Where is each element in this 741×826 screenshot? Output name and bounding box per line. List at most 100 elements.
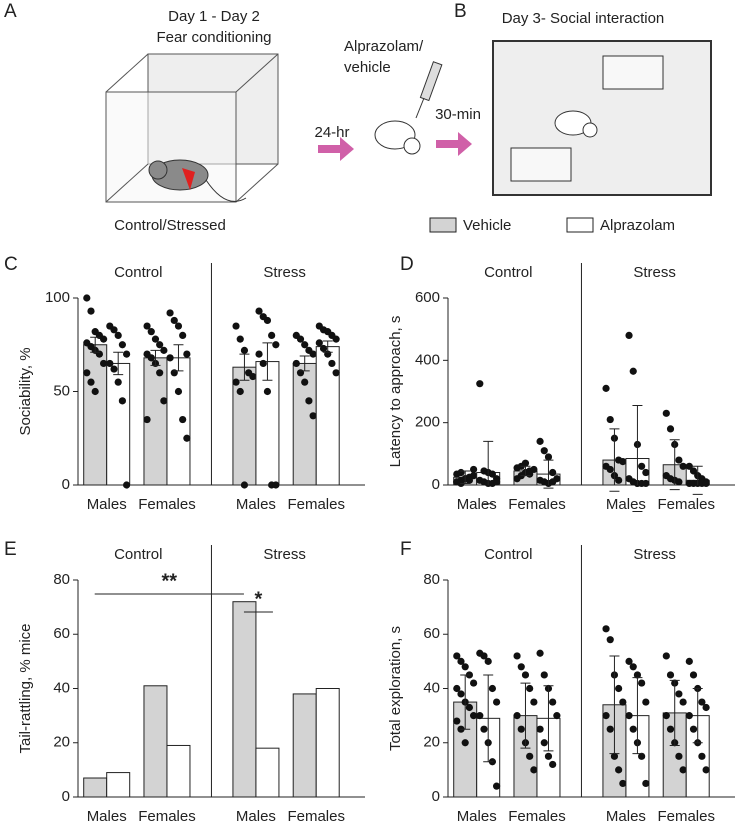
y-tick-label: 80: [53, 571, 70, 588]
data-point: [272, 341, 280, 349]
y-tick-label: 60: [53, 625, 70, 642]
data-point: [549, 478, 557, 486]
data-point: [160, 397, 168, 405]
data-point: [332, 369, 340, 377]
data-point: [292, 359, 300, 368]
error-bar: [669, 439, 680, 491]
y-axis-label: Sociability, %: [17, 347, 34, 435]
data-point: [301, 341, 309, 349]
data-point: [619, 779, 627, 788]
error-bar: [543, 459, 554, 489]
bar: [166, 357, 191, 486]
data-point: [100, 335, 108, 343]
bar: [106, 772, 131, 798]
group-label: Stress: [633, 264, 676, 281]
data-point: [470, 679, 478, 687]
caption: Day 3- Social interaction: [502, 10, 665, 27]
x-tick-label: Males: [457, 808, 497, 825]
data-point: [606, 415, 614, 424]
data-point: [110, 365, 118, 373]
data-point: [143, 322, 151, 330]
data-point: [309, 350, 317, 358]
arena: [492, 40, 712, 196]
error-bar: [239, 353, 250, 381]
data-point: [544, 752, 553, 760]
data-point: [114, 331, 122, 339]
data-point: [553, 712, 561, 720]
data-point: [179, 331, 187, 339]
bar: [232, 601, 257, 798]
data-point: [513, 712, 521, 720]
error-bar: [609, 428, 620, 492]
x-tick-label: Females: [138, 808, 196, 825]
data-point: [675, 456, 683, 464]
x-tick-label: Males: [236, 496, 276, 513]
data-point: [702, 766, 710, 774]
data-point: [91, 387, 99, 396]
data-point: [666, 425, 675, 433]
data-point: [106, 359, 114, 368]
data-point: [536, 437, 544, 445]
data-point: [95, 350, 103, 358]
error-bar: [609, 655, 620, 755]
data-point: [301, 378, 309, 386]
data-point: [549, 698, 557, 706]
y-tick-label: 20: [53, 734, 70, 751]
legend-swatch: [566, 217, 594, 233]
y-tick-label: 0: [432, 788, 440, 805]
data-point: [315, 339, 323, 347]
x-tick-label: Females: [287, 808, 345, 825]
x-tick-label: Males: [457, 496, 497, 513]
data-point: [625, 657, 633, 665]
data-point: [625, 331, 633, 339]
data-point: [166, 309, 174, 317]
legend-label: Vehicle: [463, 217, 511, 234]
bar: [315, 688, 340, 798]
data-point: [147, 328, 155, 336]
data-point: [638, 679, 646, 687]
data-point: [461, 739, 469, 747]
y-axis-label: Tail-rattling, % mice: [17, 623, 34, 753]
data-point: [319, 344, 328, 353]
error-bar: [299, 355, 310, 372]
data-point: [480, 652, 488, 660]
data-point: [521, 671, 530, 679]
legend-swatch: [429, 217, 457, 233]
y-axis-label: Latency to approach, s: [387, 316, 404, 468]
group-label: Stress: [263, 546, 306, 563]
data-point: [602, 712, 610, 720]
significance-label: **: [162, 570, 178, 592]
data-point: [619, 698, 627, 706]
data-point: [610, 752, 619, 760]
caption: Fear conditioning: [156, 29, 271, 46]
x-tick-label: Females: [508, 808, 566, 825]
data-point: [493, 782, 501, 790]
data-point: [143, 415, 151, 424]
data-point: [549, 760, 557, 769]
data-point: [629, 725, 637, 733]
data-point: [488, 470, 496, 478]
data-point: [675, 752, 683, 760]
data-point: [263, 387, 272, 396]
caption: Control/Stressed: [114, 217, 226, 234]
data-point: [480, 725, 488, 733]
group-label: Control: [114, 546, 162, 563]
data-point: [615, 684, 623, 693]
x-tick-label: Males: [606, 496, 646, 513]
data-point: [702, 703, 710, 712]
data-point: [662, 712, 670, 720]
data-point: [249, 372, 257, 381]
data-point: [332, 335, 340, 343]
data-point: [689, 467, 698, 475]
data-point: [642, 698, 650, 706]
error-bar: [632, 405, 643, 512]
data-point: [170, 369, 178, 377]
error-bar: [692, 688, 703, 744]
data-point: [517, 725, 525, 733]
x-tick-label: Females: [657, 808, 715, 825]
error-bar: [262, 342, 273, 381]
legend: Vehicle Alprazolam: [429, 217, 675, 234]
data-point: [530, 698, 538, 706]
data-point: [536, 649, 544, 657]
data-point: [493, 698, 501, 706]
